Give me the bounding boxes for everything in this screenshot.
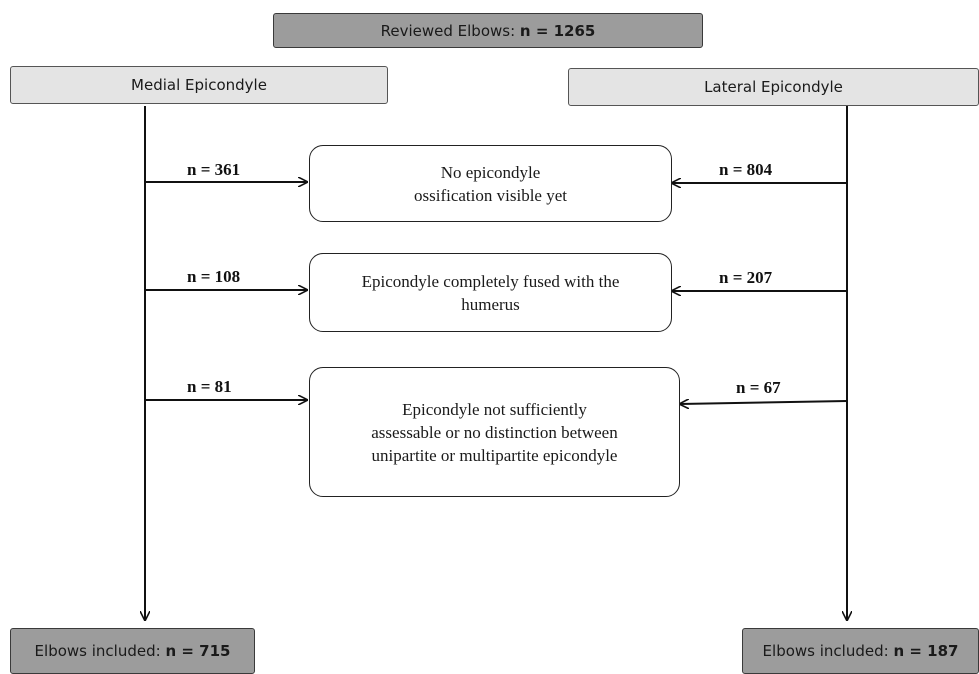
medial-included-label: Elbows included: (34, 642, 166, 660)
reviewed-elbows-count: n = 1265 (519, 21, 596, 40)
lateral-included-count: n = 187 (893, 642, 959, 660)
exclusion-text: unipartite or multipartite epicondyle (371, 445, 618, 465)
lateral-count-1: n = 804 (719, 160, 773, 179)
medial-count-2: n = 108 (187, 267, 241, 286)
lateral-included-box: Elbows included: n = 187 (742, 628, 979, 674)
reviewed-elbows-box: Reviewed Elbows: n = 1265 (273, 13, 703, 48)
exclusion-text: Epicondyle completely fused with the (361, 271, 620, 291)
exclusion-text: Epicondyle not sufficiently (402, 399, 587, 419)
exclusion-box-not-assessable: Epicondyle not sufficiently assessable o… (309, 367, 680, 497)
exclusion-text: ossification visible yet (414, 185, 567, 205)
lateral-epicondyle-label: Lateral Epicondyle (704, 78, 843, 96)
medial-epicondyle-header: Medial Epicondyle (10, 66, 388, 104)
lateral-arrow-3 (680, 401, 848, 404)
exclusion-text: humerus (461, 294, 520, 314)
medial-included-count: n = 715 (165, 642, 231, 660)
exclusion-box-no-ossification: No epicondyle ossification visible yet (309, 145, 672, 222)
lateral-count-2: n = 207 (719, 268, 773, 287)
exclusion-text: assessable or no distinction between (371, 422, 618, 442)
lateral-included-label: Elbows included: (762, 642, 894, 660)
lateral-count-3: n = 67 (736, 378, 781, 397)
medial-count-3: n = 81 (187, 377, 232, 396)
lateral-epicondyle-header: Lateral Epicondyle (568, 68, 979, 106)
medial-count-1: n = 361 (187, 160, 241, 179)
exclusion-text: No epicondyle (440, 162, 541, 182)
reviewed-elbows-label: Reviewed Elbows: (380, 21, 520, 40)
exclusion-box-fused: Epicondyle completely fused with the hum… (309, 253, 672, 332)
medial-included-box: Elbows included: n = 715 (10, 628, 255, 674)
medial-epicondyle-label: Medial Epicondyle (131, 76, 267, 94)
